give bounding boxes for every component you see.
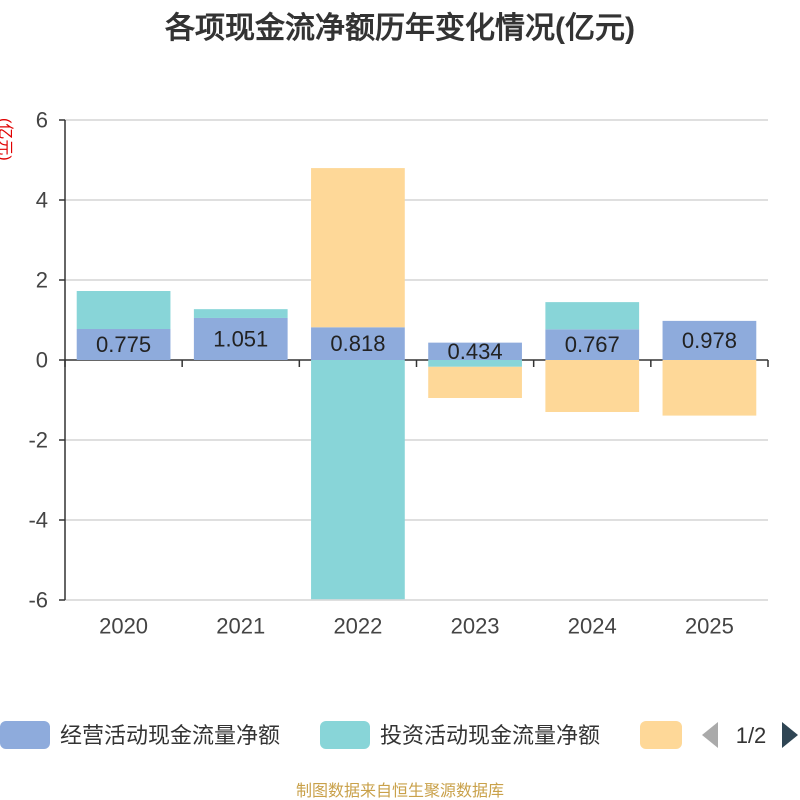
chart-title: 各项现金流净额历年变化情况(亿元) — [164, 11, 635, 45]
legend-pager: 1/2 — [702, 722, 798, 748]
bar-series1-2021 — [193, 309, 288, 318]
bar-series0-2022 — [311, 327, 405, 360]
bar-layer — [76, 168, 757, 600]
bar-data-label: 1.051 — [213, 326, 268, 351]
y-tick-label: 2 — [36, 268, 48, 293]
pager-page-indicator: 1/2 — [736, 723, 767, 748]
y-tick-label: -2 — [28, 428, 48, 453]
y-tick-label: 4 — [36, 188, 48, 213]
bar-data-label: 0.767 — [565, 332, 620, 357]
x-tick-label: 2022 — [333, 614, 382, 639]
bar-series0-2025 — [662, 320, 757, 360]
bar-series1-2022 — [311, 360, 405, 600]
source-note: 制图数据来自恒生聚源数据库 — [296, 782, 504, 800]
legend-item-operating-cash-flow[interactable]: 经营活动现金流量净额 — [0, 721, 280, 749]
y-tick-label: 0 — [36, 348, 48, 373]
x-tick-label: 2021 — [216, 614, 265, 639]
bar-series0-2020 — [76, 329, 171, 360]
y-tick-label: -6 — [28, 588, 48, 613]
y-axis-label: (亿元) — [0, 118, 14, 161]
bar-series0-2021 — [193, 317, 288, 360]
bar-series0-2023 — [428, 342, 522, 360]
x-tick-label: 2025 — [685, 614, 734, 639]
grid-layer — [65, 119, 768, 601]
bar-series2-2025 — [662, 360, 757, 416]
y-tick-label: -4 — [28, 508, 48, 533]
pager-next-icon[interactable] — [782, 722, 798, 748]
bar-series1-2023 — [428, 360, 522, 367]
bar-series2-2022 — [311, 168, 405, 328]
pager-prev-icon[interactable] — [702, 722, 718, 748]
bar-series1-2024 — [545, 302, 640, 330]
bar-series0-2024 — [545, 329, 640, 360]
x-tick-label: 2024 — [568, 614, 617, 639]
legend: 经营活动现金流量净额 投资活动现金流量净额 1/2 — [0, 721, 798, 749]
bar-data-label: 0.434 — [448, 339, 503, 364]
bar-series2-2024 — [545, 360, 640, 412]
legend-swatch — [640, 721, 682, 749]
bar-series1-2020 — [76, 291, 171, 329]
bar-data-label: 0.978 — [682, 328, 737, 353]
axis-layer: 6 4 2 0 -2 -4 -6 2020 2021 2022 2023 2024 2025 — [28, 108, 769, 639]
bar-data-label: 0.818 — [330, 331, 385, 356]
y-tick-label: 6 — [36, 108, 48, 133]
x-tick-label: 2020 — [99, 614, 148, 639]
data-label-layer: 0.775 1.051 0.818 0.434 0.767 0.978 — [96, 326, 737, 363]
legend-swatch — [320, 721, 370, 749]
legend-label: 投资活动现金流量净额 — [380, 723, 600, 748]
legend-swatch — [0, 721, 50, 749]
bar-data-label: 0.775 — [96, 332, 151, 357]
x-tick-label: 2023 — [451, 614, 500, 639]
legend-item-third-series[interactable] — [640, 721, 682, 749]
legend-item-investing-cash-flow[interactable]: 投资活动现金流量净额 — [320, 721, 600, 749]
bar-series2-2023 — [428, 366, 522, 398]
legend-label: 经营活动现金流量净额 — [60, 723, 280, 748]
